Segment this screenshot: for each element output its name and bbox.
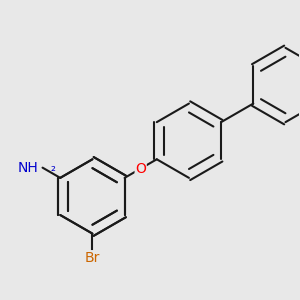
Text: O: O: [135, 162, 146, 176]
Text: ₂: ₂: [39, 161, 56, 174]
Text: Br: Br: [85, 251, 100, 265]
Text: NH: NH: [18, 160, 39, 175]
